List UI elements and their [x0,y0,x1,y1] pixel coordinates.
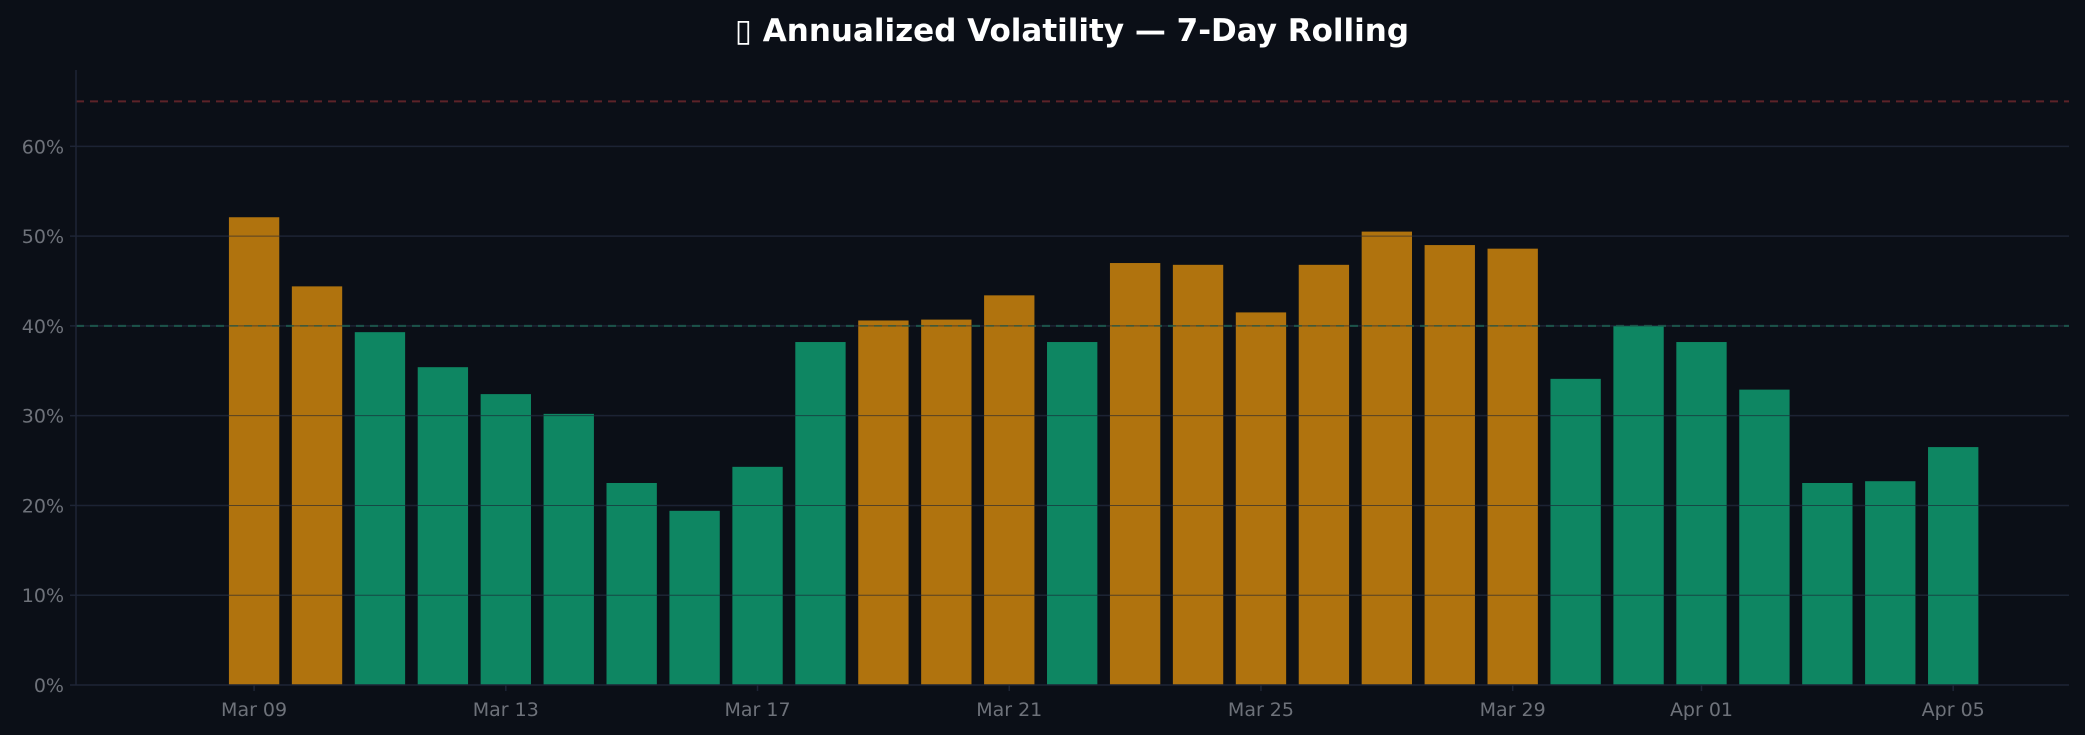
bar-mar-12 [417,367,469,685]
bar-apr-04 [1865,481,1916,685]
bar-apr-01 [1676,342,1727,685]
x-tick-label: Mar 17 [724,699,790,721]
bar-apr-05 [1928,447,1979,685]
bar-mar-14 [543,413,594,685]
bars [76,100,2069,685]
y-tick-label: 60% [22,136,64,158]
bar-mar-10 [291,286,343,685]
bar-mar-27 [1361,231,1413,685]
bar-mar-28 [1424,245,1475,685]
bar-mar-26 [1298,264,1350,685]
axes: 0% 10% 20% 30% 40% 50% 60% Mar 09 Mar 13 Mar 17 Ma… [22,70,2069,721]
bar-mar-24 [1172,264,1224,685]
y-tick-label: 40% [22,316,64,338]
bar-mar-21 [984,295,1035,685]
bar-mar-15 [606,482,657,685]
y-tick-label: 30% [22,406,64,428]
y-tick-label: 0% [34,675,64,697]
x-tick-label: Mar 25 [1228,699,1294,721]
bar-mar-17 [732,466,783,685]
y-tick-label: 10% [22,585,64,607]
chart-title: ▯ Annualized Volatility — 7-Day Rolling [735,13,1409,49]
bar-apr-02 [1739,389,1790,685]
bar-mar-18 [795,342,846,685]
x-tick-label: Mar 13 [473,699,539,721]
y-tick-label: 50% [22,226,64,248]
bar-mar-23 [1109,263,1161,685]
y-tick-label: 20% [22,495,64,517]
x-tick-label: Mar 21 [976,699,1042,721]
x-tick-label: Apr 05 [1922,699,1985,721]
bar-mar-25 [1235,312,1287,685]
bar-apr-03 [1802,482,1853,685]
reference-lines [76,100,2069,327]
x-tick-label: Mar 29 [1480,699,1546,721]
x-tick-label: Apr 01 [1670,699,1733,721]
bar-mar-22 [1047,342,1098,685]
x-tick-label: Mar 09 [221,699,287,721]
bar-mar-29 [1487,248,1538,685]
bar-mar-20 [921,319,972,685]
bar-mar-13 [480,394,531,685]
bar-mar-19 [858,320,909,685]
bar-mar-09 [228,217,280,685]
bar-mar-16 [669,510,720,685]
bar-mar-11 [354,332,406,685]
bar-mar-30 [1550,378,1601,685]
